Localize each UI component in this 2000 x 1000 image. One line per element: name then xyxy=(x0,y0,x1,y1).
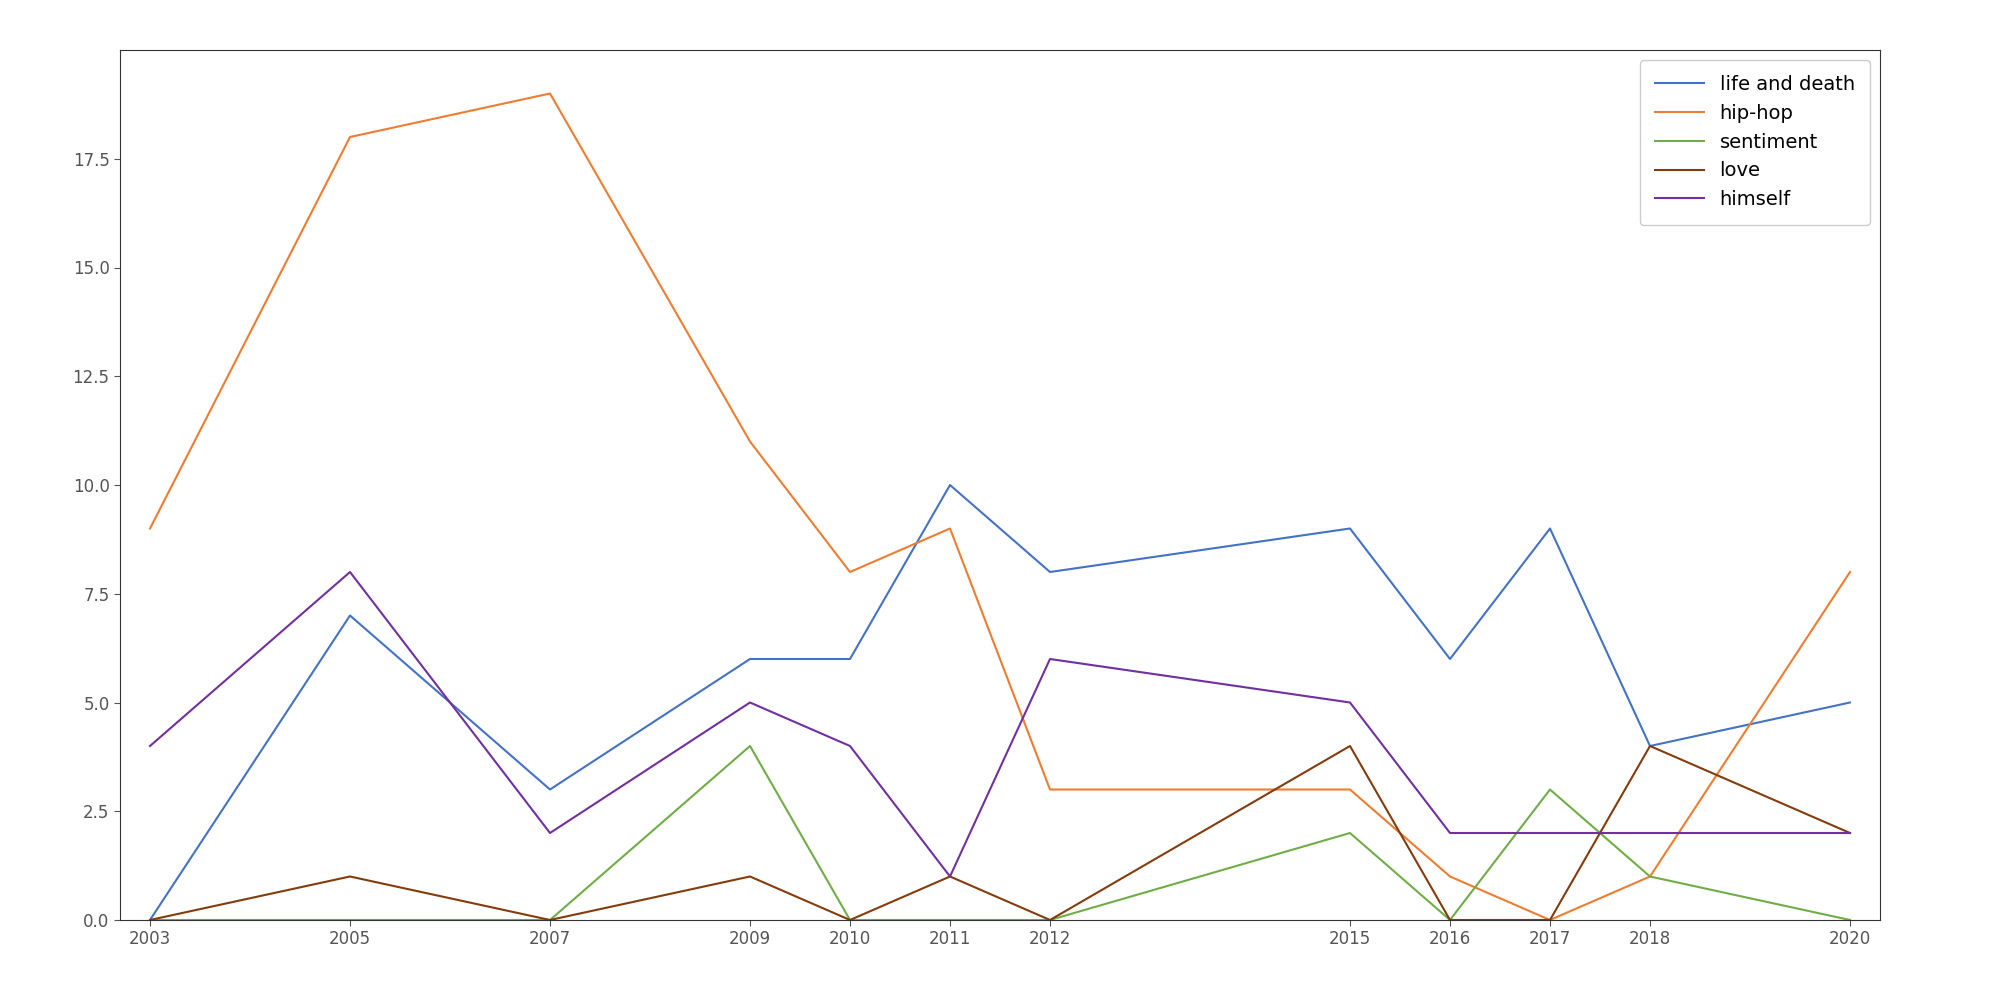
sentiment xyxy=(938,914,962,926)
himself xyxy=(1438,827,1462,839)
love xyxy=(1038,914,1062,926)
himself xyxy=(138,740,162,752)
love xyxy=(938,870,962,883)
life and death xyxy=(1538,522,1562,534)
hip-hop xyxy=(1438,870,1462,883)
Line: life and death: life and death xyxy=(150,485,1850,920)
himself xyxy=(938,870,962,883)
himself xyxy=(1838,827,1862,839)
himself xyxy=(738,697,762,709)
life and death xyxy=(1838,697,1862,709)
sentiment xyxy=(838,914,862,926)
sentiment xyxy=(738,740,762,752)
sentiment xyxy=(1638,870,1662,883)
life and death xyxy=(838,653,862,665)
hip-hop xyxy=(738,436,762,448)
hip-hop xyxy=(838,566,862,578)
hip-hop xyxy=(538,88,562,100)
sentiment xyxy=(538,914,562,926)
sentiment xyxy=(1538,784,1562,796)
hip-hop xyxy=(1638,870,1662,883)
life and death xyxy=(1438,653,1462,665)
hip-hop xyxy=(938,522,962,534)
life and death xyxy=(1038,566,1062,578)
hip-hop xyxy=(138,522,162,534)
life and death xyxy=(538,784,562,796)
love xyxy=(1338,740,1362,752)
sentiment xyxy=(1038,914,1062,926)
life and death xyxy=(738,653,762,665)
love xyxy=(1638,740,1662,752)
Line: himself: himself xyxy=(150,572,1850,876)
himself xyxy=(1038,653,1062,665)
love xyxy=(138,914,162,926)
love xyxy=(838,914,862,926)
life and death xyxy=(1338,522,1362,534)
hip-hop xyxy=(1838,566,1862,578)
life and death xyxy=(138,914,162,926)
himself xyxy=(1538,827,1562,839)
hip-hop xyxy=(1338,784,1362,796)
sentiment xyxy=(338,914,362,926)
himself xyxy=(1638,827,1662,839)
sentiment xyxy=(1438,914,1462,926)
sentiment xyxy=(138,914,162,926)
himself xyxy=(538,827,562,839)
hip-hop xyxy=(1038,784,1062,796)
life and death xyxy=(338,610,362,622)
sentiment xyxy=(1838,914,1862,926)
life and death xyxy=(938,479,962,491)
love xyxy=(738,870,762,883)
love xyxy=(1438,914,1462,926)
love xyxy=(538,914,562,926)
Line: sentiment: sentiment xyxy=(150,746,1850,920)
himself xyxy=(338,566,362,578)
himself xyxy=(1338,697,1362,709)
hip-hop xyxy=(1538,914,1562,926)
himself xyxy=(838,740,862,752)
love xyxy=(338,870,362,883)
Legend: life and death, hip-hop, sentiment, love, himself: life and death, hip-hop, sentiment, love… xyxy=(1640,60,1870,225)
hip-hop xyxy=(338,131,362,143)
sentiment xyxy=(1338,827,1362,839)
Line: love: love xyxy=(150,746,1850,920)
life and death xyxy=(1638,740,1662,752)
love xyxy=(1538,914,1562,926)
love xyxy=(1838,827,1862,839)
Line: hip-hop: hip-hop xyxy=(150,94,1850,920)
